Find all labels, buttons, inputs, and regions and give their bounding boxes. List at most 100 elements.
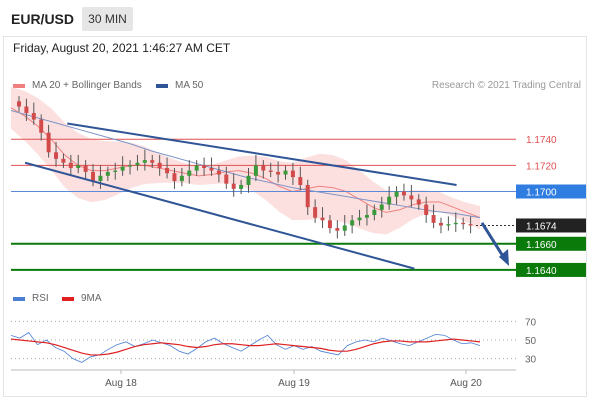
candle-body: [194, 165, 199, 171]
candle-body: [320, 217, 325, 221]
candle-body: [327, 220, 332, 229]
timeframe-button[interactable]: 30 MIN: [82, 7, 133, 31]
support-tag-1-box: [516, 236, 586, 251]
candle-body: [379, 204, 384, 210]
candle-body: [216, 170, 221, 175]
candle-body: [135, 162, 140, 166]
projection-arrow-shaft: [480, 222, 507, 261]
candle-body: [83, 165, 88, 172]
candle-body: [54, 152, 59, 159]
legend-ma50: MA 50: [175, 80, 204, 91]
candle-body: [17, 101, 21, 107]
candle-body: [387, 196, 392, 205]
candle-body: [209, 167, 214, 171]
candle-body: [350, 220, 355, 226]
rsi-line: [10, 331, 481, 363]
candle-body: [431, 215, 436, 223]
candle-body: [187, 170, 192, 176]
rsi-ma-swatch: [62, 297, 74, 301]
legend-rsi-ma: 9MA: [81, 293, 102, 304]
top-bar: EUR/USD 30 MIN: [0, 0, 590, 36]
candle-body: [313, 207, 318, 218]
price-tags: 1.1740 1.1720 1.1700 1.1674 1.1660 1.1640: [516, 135, 586, 277]
bollinger-swatch: [13, 84, 25, 88]
candle-body: [342, 225, 347, 231]
candle-body: [157, 162, 162, 168]
candle-body: [401, 191, 406, 196]
rsi-lines: [10, 331, 481, 363]
candle-body: [76, 165, 81, 168]
candle-body: [357, 217, 362, 221]
candle-body: [253, 165, 258, 176]
candle-body: [298, 177, 303, 185]
pivot-tag: 1.1700: [526, 188, 557, 199]
instrument-title: EUR/USD: [11, 11, 75, 27]
rsi-tick-label: 50: [525, 336, 537, 347]
candle-body: [468, 224, 473, 226]
bollinger-band: [10, 86, 481, 235]
candle-body: [68, 162, 73, 168]
candle-body: [290, 170, 295, 178]
candle-body: [113, 170, 118, 172]
trend-channel: [24, 122, 509, 270]
candle-body: [239, 184, 244, 189]
candle-body: [128, 165, 133, 167]
x-tick-label: Aug 20: [450, 378, 482, 389]
resistance-tag-1: 1.1740: [526, 135, 557, 146]
candle-body: [305, 184, 310, 208]
rsi-grid: 70 50 30: [11, 317, 537, 366]
ma50-line: [10, 109, 481, 219]
moving-averages: [10, 109, 481, 219]
support-tag-2-box: [516, 262, 586, 277]
candle-body: [416, 199, 421, 205]
candle-body: [202, 165, 207, 168]
current-price-tag-box: [516, 218, 586, 233]
chart-datetime: Friday, August 20, 2021 1:46:27 AM CET: [13, 41, 231, 55]
current-price-tag: 1.1674: [526, 221, 557, 232]
bollinger-fill: [11, 86, 480, 235]
x-tick-label: Aug 19: [278, 378, 310, 389]
candle-body: [150, 160, 155, 163]
candle-body: [461, 222, 466, 225]
candle-body: [105, 171, 110, 176]
candle-body: [394, 191, 399, 197]
bollinger-mid-line: [10, 107, 481, 219]
resistance-tag-2: 1.1720: [526, 161, 557, 172]
support-tag-2: 1.1640: [526, 266, 557, 277]
support-tag-1: 1.1660: [526, 240, 557, 251]
rsi-tick-label: 70: [525, 317, 537, 328]
candle-body: [446, 224, 451, 226]
candle-body: [31, 113, 36, 120]
candle-body: [438, 222, 443, 226]
candle-body: [98, 175, 103, 182]
candle-body: [268, 170, 273, 172]
candle-body: [46, 132, 51, 153]
candle-body: [372, 209, 377, 216]
candle-body: [224, 174, 229, 184]
candle-body: [172, 173, 177, 182]
candle-body: [335, 228, 340, 231]
trend-line-1: [67, 122, 457, 186]
candle-body: [142, 160, 147, 163]
candle-body: [283, 170, 288, 175]
x-tick-label: Aug 18: [105, 378, 137, 389]
candle-body: [409, 195, 414, 200]
pivot-tag-box: [516, 184, 586, 199]
candle-body: [165, 167, 170, 174]
candle-body: [246, 175, 251, 185]
credit-text: Research © 2021 Trading Central: [431, 80, 581, 91]
candle-body: [61, 158, 66, 163]
candles: [17, 96, 473, 239]
candle-body: [24, 106, 29, 114]
candle-body: [276, 171, 281, 175]
candle-body: [424, 204, 429, 216]
rsi-ma-line: [10, 338, 481, 356]
candle-body: [364, 215, 369, 218]
rsi-tick-label: 30: [525, 355, 537, 366]
candle-body: [231, 183, 236, 189]
rsi-swatch: [13, 297, 25, 301]
legend-bollinger: MA 20 + Bollinger Bands: [32, 80, 142, 91]
